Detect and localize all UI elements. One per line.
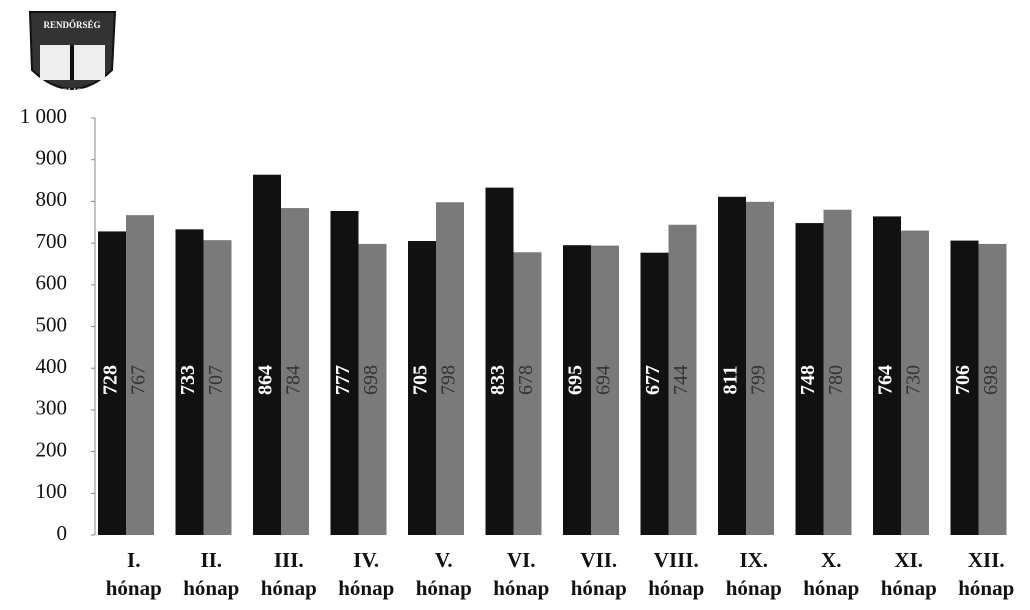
x-tick-label: II. hónap [183, 548, 240, 600]
bar [795, 223, 824, 536]
value-label: 864 [255, 365, 277, 395]
value-label: 695 [565, 365, 587, 395]
bar [330, 210, 359, 535]
value-label: 698 [360, 365, 382, 395]
y-tick-label: 300 [36, 396, 68, 420]
bar [98, 231, 126, 535]
value-label: 706 [952, 365, 974, 395]
bar [591, 245, 619, 536]
value-label: 698 [980, 365, 1002, 395]
bar [873, 216, 901, 536]
y-tick-label: 1 000 [20, 104, 67, 128]
bar [950, 240, 979, 535]
y-tick-label: 0 [57, 521, 68, 545]
bar [563, 245, 591, 535]
x-tick-label: I. hónap [105, 548, 162, 600]
value-label: 784 [283, 365, 305, 395]
value-label: 694 [593, 365, 615, 395]
x-tick-label: V. hónap [415, 548, 472, 600]
value-label: 744 [670, 365, 692, 395]
bar [485, 187, 514, 535]
x-tick-label: VI. hónap [493, 548, 550, 600]
bar [978, 243, 1007, 535]
value-label: 799 [748, 365, 770, 395]
y-tick-label: 100 [36, 479, 68, 503]
value-label: 780 [825, 365, 847, 395]
value-label: 764 [875, 365, 897, 395]
y-tick-label: 600 [36, 271, 68, 295]
value-label: 748 [797, 365, 819, 395]
x-tick-label: III. hónap [260, 548, 317, 600]
bar [281, 208, 309, 535]
x-tick-label: X. hónap [803, 548, 860, 600]
bar [126, 215, 154, 535]
logo: RENDŐRSÉG POLICE [28, 11, 117, 96]
value-label: 677 [642, 365, 664, 395]
bar [408, 241, 436, 535]
bar [718, 196, 746, 536]
bar [823, 209, 852, 536]
bar [513, 252, 542, 536]
y-tick-label: 400 [36, 354, 68, 378]
logo-top-text: RENDŐRSÉG [43, 20, 100, 30]
value-label: 730 [903, 365, 925, 395]
value-label: 728 [100, 365, 122, 395]
value-label: 798 [438, 365, 460, 395]
bar [901, 230, 929, 535]
bar [436, 202, 464, 535]
x-tick-label: XI. hónap [880, 548, 937, 600]
y-tick-label: 200 [36, 437, 68, 461]
y-tick-label: 500 [36, 312, 68, 336]
value-label: 705 [410, 365, 432, 395]
value-label: 811 [720, 366, 742, 395]
bar [358, 243, 387, 535]
y-tick-label: 700 [36, 229, 68, 253]
value-label: 707 [205, 365, 227, 395]
bar [640, 252, 669, 536]
y-tick-label: 900 [36, 146, 68, 170]
value-label: 678 [515, 365, 537, 395]
x-tick-label: VIII. hónap [648, 548, 705, 600]
logo-bottom-text: POLICE [57, 87, 88, 96]
bar [175, 229, 204, 536]
x-tick-label: IV. hónap [338, 548, 395, 600]
x-tick-label: VII. hónap [570, 548, 627, 600]
x-tick-label: XII. hónap [958, 548, 1015, 600]
bar [746, 201, 774, 535]
value-label: 777 [332, 365, 354, 395]
value-label: 733 [177, 365, 199, 395]
value-label: 767 [128, 365, 150, 395]
value-label: 833 [487, 365, 509, 395]
bar [668, 224, 697, 535]
bar [253, 174, 281, 535]
bar [203, 240, 232, 535]
x-tick-label: IX. hónap [725, 548, 782, 600]
y-tick-label: 800 [36, 187, 68, 211]
